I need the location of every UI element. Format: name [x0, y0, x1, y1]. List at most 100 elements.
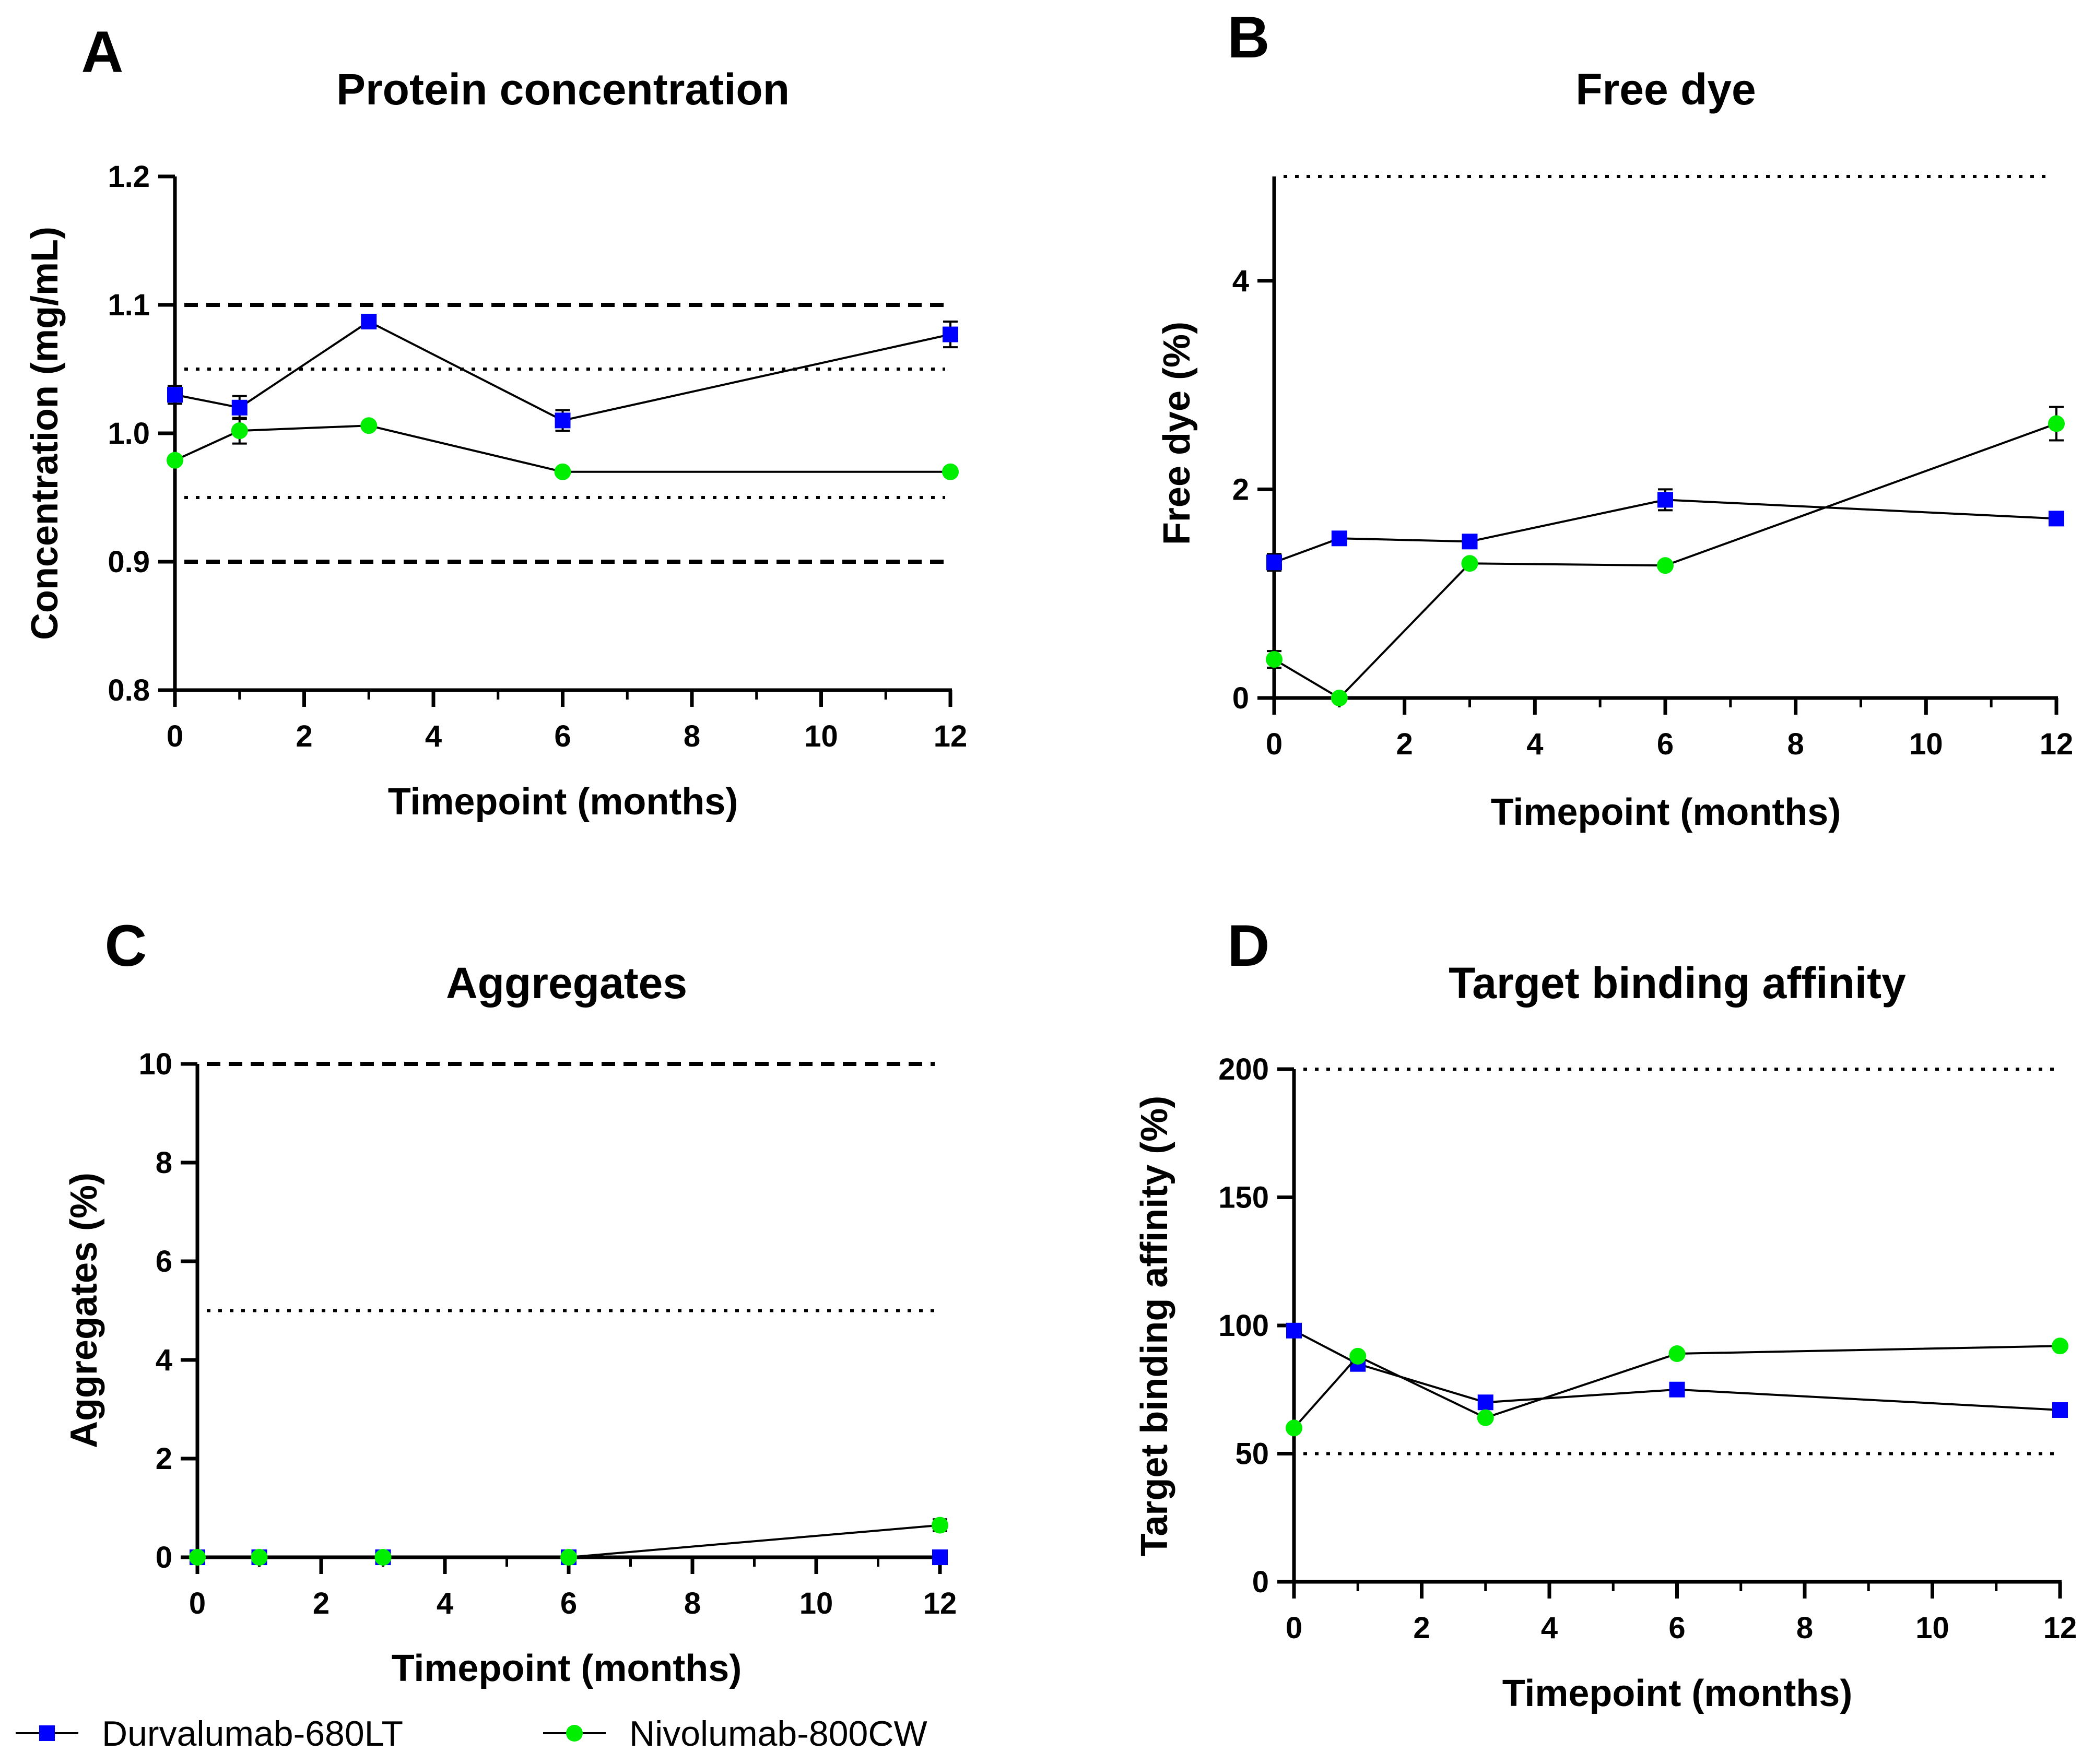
- data-point: [1477, 1394, 1493, 1411]
- panel-letter: C: [105, 913, 147, 978]
- data-point: [231, 422, 248, 440]
- data-point: [167, 452, 183, 469]
- x-tick-label: 12: [2040, 727, 2074, 761]
- data-point: [2048, 415, 2065, 432]
- data-point: [932, 1549, 948, 1565]
- x-tick-label: 0: [1286, 1611, 1302, 1645]
- legend-item: Nivolumab-800CW: [543, 1714, 927, 1754]
- x-tick-label: 10: [799, 1587, 833, 1620]
- data-point: [231, 399, 248, 416]
- x-tick-label: 6: [1668, 1611, 1685, 1645]
- x-axis-label: Timepoint (months): [388, 781, 738, 823]
- x-tick-label: 6: [554, 719, 571, 753]
- data-point: [361, 313, 377, 329]
- x-tick-label: 2: [1396, 727, 1413, 761]
- legend: Durvalumab-680LT Nivolumab-800CW: [16, 1714, 927, 1754]
- y-tick-label: 1.2: [108, 160, 150, 194]
- panel-letter: D: [1228, 913, 1270, 978]
- x-tick-label: 8: [1787, 727, 1804, 761]
- legend-marker: [566, 1725, 583, 1742]
- x-axis-label: Timepoint (months): [1491, 791, 1841, 833]
- y-tick-label: 4: [156, 1343, 172, 1377]
- x-axis-label: Timepoint (months): [392, 1648, 742, 1689]
- series-durvalumab: [1286, 1322, 2068, 1418]
- x-axis-label: Timepoint (months): [1502, 1673, 1853, 1714]
- x-tick-label: 4: [1526, 727, 1543, 761]
- y-tick-label: 2: [1232, 472, 1249, 506]
- legend-label: Nivolumab-800CW: [629, 1714, 927, 1754]
- data-point: [374, 1549, 392, 1566]
- y-tick-label: 1.0: [108, 417, 150, 451]
- x-tick-label: 2: [296, 719, 312, 753]
- y-tick-label: 8: [156, 1146, 172, 1180]
- x-tick-label: 0: [167, 719, 183, 753]
- data-point: [943, 326, 958, 342]
- y-tick-label: 0.8: [108, 673, 150, 707]
- x-tick-label: 4: [1541, 1611, 1558, 1645]
- panel-letter: A: [81, 19, 124, 85]
- x-tick-label: 0: [1266, 727, 1283, 761]
- data-point: [932, 1517, 948, 1534]
- x-tick-label: 8: [684, 1587, 701, 1620]
- data-point: [554, 463, 571, 480]
- chart-title: Protein concentration: [336, 65, 790, 114]
- data-point: [1657, 492, 1673, 508]
- x-tick-label: 2: [313, 1587, 330, 1620]
- y-axis-label: Free dye (%): [1156, 322, 1198, 545]
- y-tick-label: 0: [156, 1541, 172, 1574]
- series-nivolumab: [1286, 1337, 2068, 1437]
- data-point: [1462, 534, 1478, 550]
- legend-label: Durvalumab-680LT: [102, 1714, 403, 1754]
- chart-title: Target binding affinity: [1449, 958, 1906, 1008]
- data-point: [2052, 1402, 2068, 1418]
- panel-a: A Protein concentration 0.8 0.9 1.0 1.1 1.2 0 2 4…: [24, 19, 967, 823]
- data-point: [942, 463, 959, 480]
- x-tick-label: 12: [923, 1587, 957, 1620]
- series-nivolumab: [167, 417, 959, 480]
- data-point: [1349, 1347, 1367, 1365]
- y-tick-label: 200: [1218, 1052, 1269, 1086]
- data-point: [1477, 1409, 1494, 1426]
- x-tick-label: 12: [934, 719, 968, 753]
- series-durvalumab: [1266, 488, 2064, 572]
- y-tick-label: 150: [1218, 1181, 1269, 1215]
- y-tick-label: 10: [138, 1047, 172, 1081]
- data-point: [2052, 1337, 2068, 1355]
- y-tick-label: 2: [156, 1442, 172, 1476]
- x-tick-label: 4: [425, 719, 442, 753]
- x-tick-label: 10: [1909, 727, 1943, 761]
- x-tick-label: 4: [437, 1587, 453, 1620]
- data-point: [1461, 555, 1478, 572]
- data-point: [1286, 1419, 1302, 1437]
- x-tick-label: 10: [1915, 1611, 1949, 1645]
- legend-marker: [39, 1725, 55, 1741]
- data-point: [251, 1549, 268, 1566]
- x-tick-label: 10: [804, 719, 838, 753]
- data-point: [360, 417, 378, 434]
- data-point: [560, 1549, 577, 1566]
- x-tick-label: 6: [1657, 727, 1674, 761]
- y-tick-label: 4: [1232, 264, 1249, 298]
- y-axis-label: Concentration (mg/mL): [24, 227, 66, 640]
- chart-title: Aggregates: [446, 958, 687, 1008]
- y-tick-label: 1.1: [108, 288, 150, 322]
- panel-letter: B: [1228, 5, 1270, 70]
- y-axis-label: Target binding affinity (%): [1134, 1096, 1175, 1557]
- legend-item: Durvalumab-680LT: [16, 1714, 403, 1754]
- data-point: [189, 1549, 206, 1566]
- data-point: [1669, 1381, 1685, 1398]
- y-tick-label: 0: [1232, 681, 1249, 715]
- series-durvalumab: [167, 313, 958, 432]
- data-point: [1331, 690, 1348, 706]
- series-nivolumab: [189, 1517, 948, 1566]
- data-point: [555, 412, 571, 429]
- y-tick-label: 100: [1218, 1309, 1269, 1343]
- x-tick-label: 12: [2043, 1611, 2077, 1645]
- y-axis-label: Aggregates (%): [63, 1173, 105, 1448]
- panel-d: D Target binding affinity 0 50 100 150 200 0 2 4 6…: [1134, 913, 2077, 1714]
- y-tick-label: 6: [156, 1245, 172, 1278]
- data-point: [1266, 554, 1282, 571]
- series-line: [1293, 1330, 2061, 1412]
- y-tick-label: 0: [1252, 1565, 1269, 1599]
